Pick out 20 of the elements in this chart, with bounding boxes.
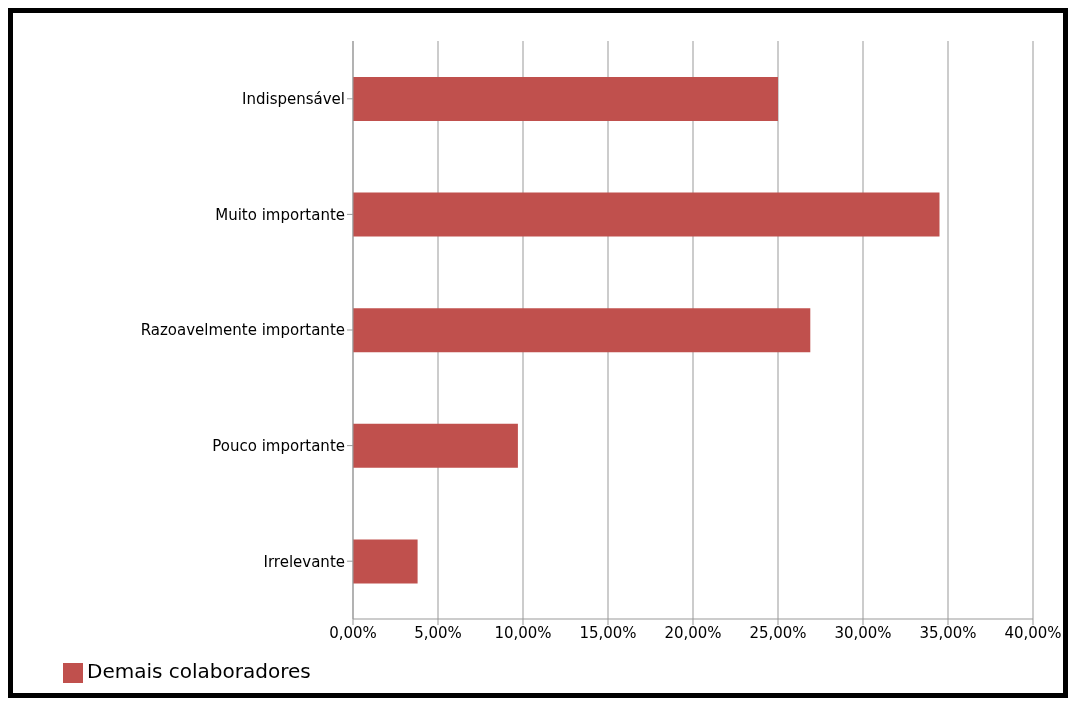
y-tick-label: Irrelevante: [263, 552, 345, 571]
x-tick-label: 0,00%: [329, 623, 377, 642]
x-tick-label: 5,00%: [414, 623, 462, 642]
bar: [353, 77, 778, 121]
bar: [353, 192, 940, 237]
y-tick-label: Pouco importante: [212, 436, 345, 455]
x-tick-label: 15,00%: [579, 623, 637, 642]
y-tick-label: Muito importante: [215, 205, 345, 224]
x-tick-label: 20,00%: [664, 623, 722, 642]
bar: [353, 308, 811, 353]
x-tick-label: 25,00%: [749, 623, 807, 642]
y-tick-label: Indispensável: [242, 90, 345, 109]
bar: [353, 539, 418, 584]
x-tick-label: 10,00%: [494, 623, 552, 642]
legend-label: Demais colaboradores: [87, 659, 311, 683]
x-tick-label: 30,00%: [834, 623, 892, 642]
bar: [353, 423, 518, 468]
y-tick-label: Razoavelmente importante: [140, 321, 345, 340]
x-tick-label: 40,00%: [1004, 623, 1062, 642]
x-tick-label: 35,00%: [919, 623, 977, 642]
